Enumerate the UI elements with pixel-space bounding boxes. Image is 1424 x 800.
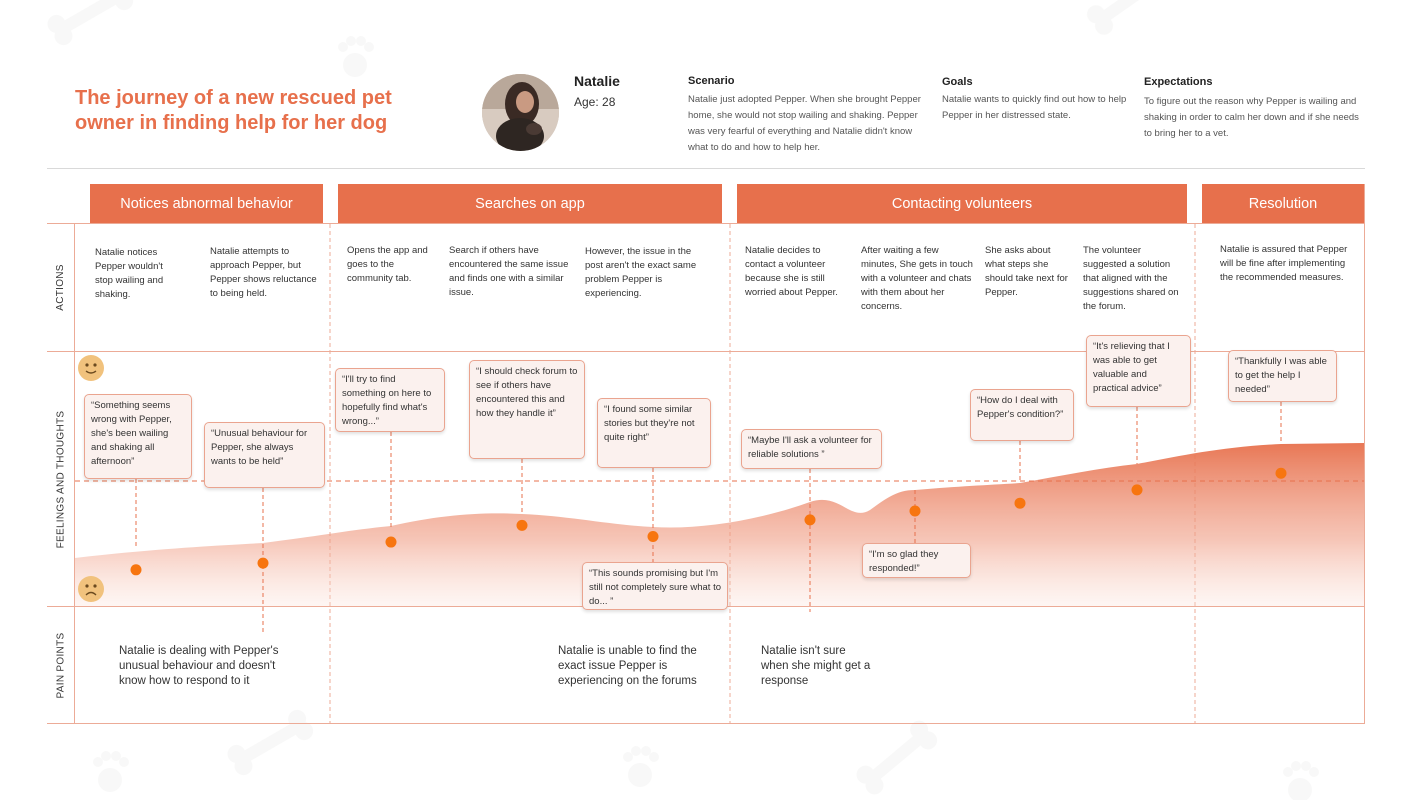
emotion-point-8 xyxy=(1014,497,1026,509)
emotion-point-7 xyxy=(909,505,921,517)
emotion-area xyxy=(75,443,1364,606)
row-label-pain: PAIN POINTS xyxy=(47,607,75,723)
action-7: After waiting a few minutes, She gets in… xyxy=(861,245,973,312)
happy-face-icon xyxy=(78,355,104,381)
action-9: The volunteer suggested a solution that … xyxy=(1083,245,1179,312)
persona-age: Age: 28 xyxy=(574,95,616,109)
stage-searches: Searches on app xyxy=(338,184,722,223)
thought-bubble-9: “How do I deal with Pepper's condition?” xyxy=(970,389,1074,441)
row-line-top xyxy=(47,223,1365,224)
thought-bubble-10: “It's relieving that I was able to get v… xyxy=(1086,335,1191,407)
paw-icon xyxy=(338,36,374,77)
bone-icon xyxy=(856,720,938,795)
stage-notices: Notices abnormal behavior xyxy=(90,184,323,223)
thought-bubble-1: “Something seems wrong with Pepper, she'… xyxy=(84,394,192,479)
goals-heading: Goals xyxy=(942,76,973,88)
emotion-point-6 xyxy=(804,514,816,526)
emotion-point-4 xyxy=(516,519,528,531)
thought-bubble-7: “Maybe I'll ask a volunteer for reliable… xyxy=(741,429,882,469)
action-1: Natalie notices Pepper wouldn't stop wai… xyxy=(95,247,164,300)
emotion-point-5 xyxy=(647,531,659,542)
thought-bubble-11: “Thankfully I was able to get the help I… xyxy=(1228,350,1337,402)
thought-bubble-2: “Unusual behaviour for Pepper, she alway… xyxy=(204,422,325,488)
action-4: Search if others have encountered the sa… xyxy=(449,245,569,298)
thought-bubble-5: “I found some similar stories but they'r… xyxy=(597,398,711,468)
stage-contacting: Contacting volunteers xyxy=(737,184,1187,223)
action-8: She asks about what steps she should tak… xyxy=(985,245,1068,298)
grid-right-border xyxy=(1364,184,1365,724)
action-6: Natalie decides to contact a volunteer b… xyxy=(745,245,838,298)
paw-icon xyxy=(623,746,659,787)
emotion-point-3 xyxy=(385,536,397,548)
emotion-point-2 xyxy=(257,557,269,569)
action-2: Natalie attempts to approach Pepper, but… xyxy=(210,246,317,299)
header-divider xyxy=(47,168,1365,169)
expectations-heading: Expectations xyxy=(1144,76,1213,88)
avatar xyxy=(482,74,559,151)
scenario-text: Natalie just adopted Pepper. When she br… xyxy=(688,94,921,153)
action-5: However, the issue in the post aren't th… xyxy=(585,246,697,299)
action-3: Opens the app and goes to the community … xyxy=(347,245,428,284)
row-label-actions: ACTIONS xyxy=(47,224,75,351)
goals-text: Natalie wants to quickly find out how to… xyxy=(942,94,1127,121)
thought-bubble-6: “This sounds promising but I'm still not… xyxy=(582,562,728,610)
pain-point-3: Natalie isn't sure when she might get a … xyxy=(761,645,871,687)
emotion-point-1 xyxy=(130,564,142,576)
emotion-point-9 xyxy=(1131,484,1143,496)
thought-bubble-3: “I'll try to find something on here to h… xyxy=(335,368,445,432)
paw-icon xyxy=(1283,761,1319,800)
bone-icon xyxy=(47,0,134,46)
persona-photo xyxy=(482,74,559,151)
pain-point-1: Natalie is dealing with Pepper's unusual… xyxy=(119,645,279,687)
emotion-points xyxy=(130,467,1287,576)
emotion-point-10 xyxy=(1275,467,1287,479)
stage-resolution: Resolution xyxy=(1202,184,1364,223)
row-line-bottom xyxy=(47,723,1365,724)
page-title: The journey of a new rescued pet owner i… xyxy=(75,87,392,134)
action-10: Natalie is assured that Pepper will be f… xyxy=(1220,244,1348,283)
pain-point-2: Natalie is unable to find the exact issu… xyxy=(558,645,697,687)
thought-bubble-4: “I should check forum to see if others h… xyxy=(469,360,585,459)
paw-icon xyxy=(93,751,129,792)
scenario-heading: Scenario xyxy=(688,75,735,87)
persona-name: Natalie xyxy=(574,73,620,89)
expectations-text: To figure out the reason why Pepper is w… xyxy=(1144,96,1359,139)
thought-bubble-8: “I'm so glad they responded!” xyxy=(862,543,971,578)
row-line-actions xyxy=(47,351,1365,352)
row-label-feelings: FEELINGS AND THOUGHTS xyxy=(47,352,75,606)
bone-icon xyxy=(1086,0,1159,35)
bone-icon xyxy=(227,709,314,776)
sad-face-icon xyxy=(78,576,104,602)
